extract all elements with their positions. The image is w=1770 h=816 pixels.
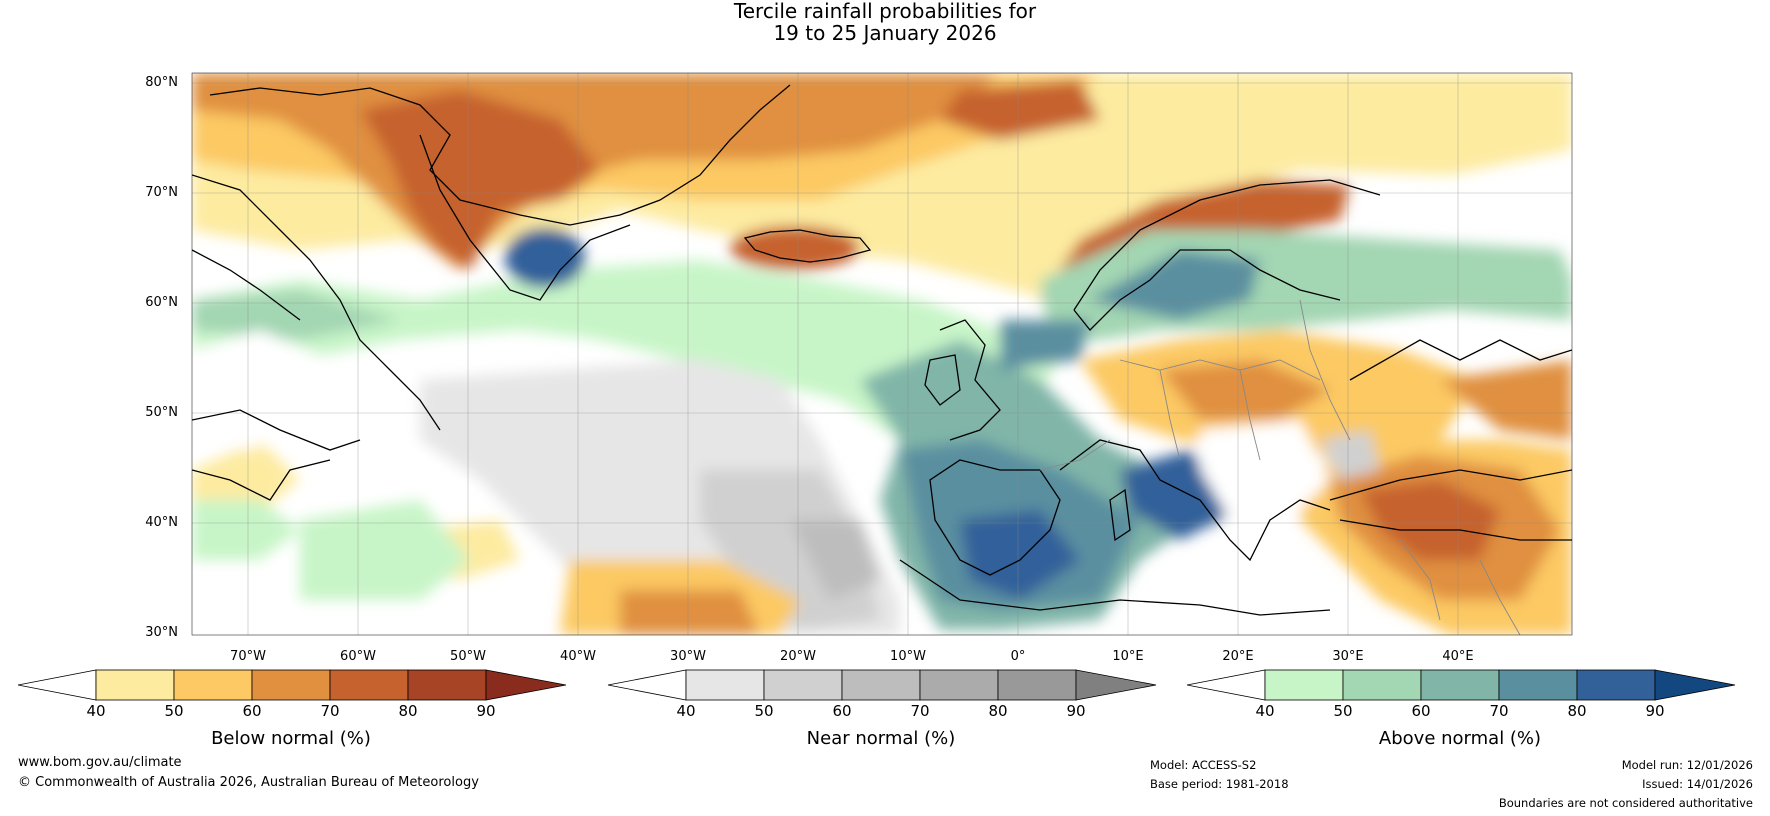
colorbar-near-tick: 90 <box>1066 702 1086 720</box>
lon-label-20w: 20°W <box>780 649 816 664</box>
colorbar-below-normal <box>17 669 567 701</box>
chart-title-line1: Tercile rainfall probabilities for <box>733 0 1037 23</box>
footer-model-run: Model run: 12/01/2026 <box>1621 758 1753 772</box>
colorbar-below-tick: 60 <box>242 702 262 720</box>
colorbar-near-tick: 70 <box>910 702 930 720</box>
footer-model: Model: ACCESS-S2 <box>1150 758 1257 772</box>
borders <box>1039 299 1521 635</box>
colorbar-below-tick: 40 <box>86 702 106 720</box>
footer-copyright: © Commonwealth of Australia 2026, Austra… <box>18 775 479 790</box>
lon-label-30w: 30°W <box>670 649 706 664</box>
lon-label-10w: 10°W <box>890 649 926 664</box>
colorbar-near-tick: 40 <box>676 702 696 720</box>
colorbar-above-tick: 60 <box>1411 702 1431 720</box>
footer-disclaimer: Boundaries are not considered authoritat… <box>1498 796 1753 810</box>
lat-label-60n: 60°N <box>145 295 178 310</box>
lon-label-60w: 60°W <box>340 649 376 664</box>
colorbar-below-title: Below normal (%) <box>211 728 371 749</box>
colorbar-above-title: Above normal (%) <box>1378 728 1542 749</box>
colorbar-near-title: Near normal (%) <box>806 728 956 749</box>
colorbar-above-tick: 70 <box>1489 702 1509 720</box>
colorbar-below-tick: 80 <box>398 702 418 720</box>
lon-label-40w: 40°W <box>560 649 596 664</box>
colorbar-above-tick: 80 <box>1567 702 1587 720</box>
colorbar-near-normal <box>607 669 1157 701</box>
colorbar-above-tick: 90 <box>1645 702 1665 720</box>
colorbar-above-tick: 50 <box>1333 702 1353 720</box>
colorbar-near-tick: 50 <box>754 702 774 720</box>
footer-website: www.bom.gov.au/climate <box>18 755 182 770</box>
probability-field <box>192 73 1572 635</box>
footer-issued: Issued: 14/01/2026 <box>1642 777 1753 791</box>
chart-title-line2: 19 to 25 January 2026 <box>773 21 997 45</box>
lon-label-0: 0° <box>1010 649 1026 664</box>
lon-label-20e: 20°E <box>1222 649 1254 664</box>
lat-label-30n: 30°N <box>145 625 178 640</box>
colorbar-near-tick: 60 <box>832 702 852 720</box>
colorbar-above-tick: 40 <box>1255 702 1275 720</box>
colorbar-below-tick: 70 <box>320 702 340 720</box>
coastlines <box>192 84 1572 616</box>
colorbar-below-tick: 50 <box>164 702 184 720</box>
lat-label-70n: 70°N <box>145 185 178 200</box>
lon-label-30e: 30°E <box>1332 649 1364 664</box>
colorbar-below-tick: 90 <box>476 702 496 720</box>
lon-label-50w: 50°W <box>450 649 486 664</box>
graticule <box>192 73 1572 635</box>
lon-label-40e: 40°E <box>1442 649 1474 664</box>
lon-label-70w: 70°W <box>230 649 266 664</box>
lon-label-10e: 10°E <box>1112 649 1144 664</box>
lat-label-40n: 40°N <box>145 515 178 530</box>
lat-label-50n: 50°N <box>145 405 178 420</box>
footer-base-period: Base period: 1981-2018 <box>1150 777 1289 791</box>
colorbar-near-tick: 80 <box>988 702 1008 720</box>
lat-label-80n: 80°N <box>145 75 178 90</box>
colorbar-above-normal <box>1186 669 1736 701</box>
